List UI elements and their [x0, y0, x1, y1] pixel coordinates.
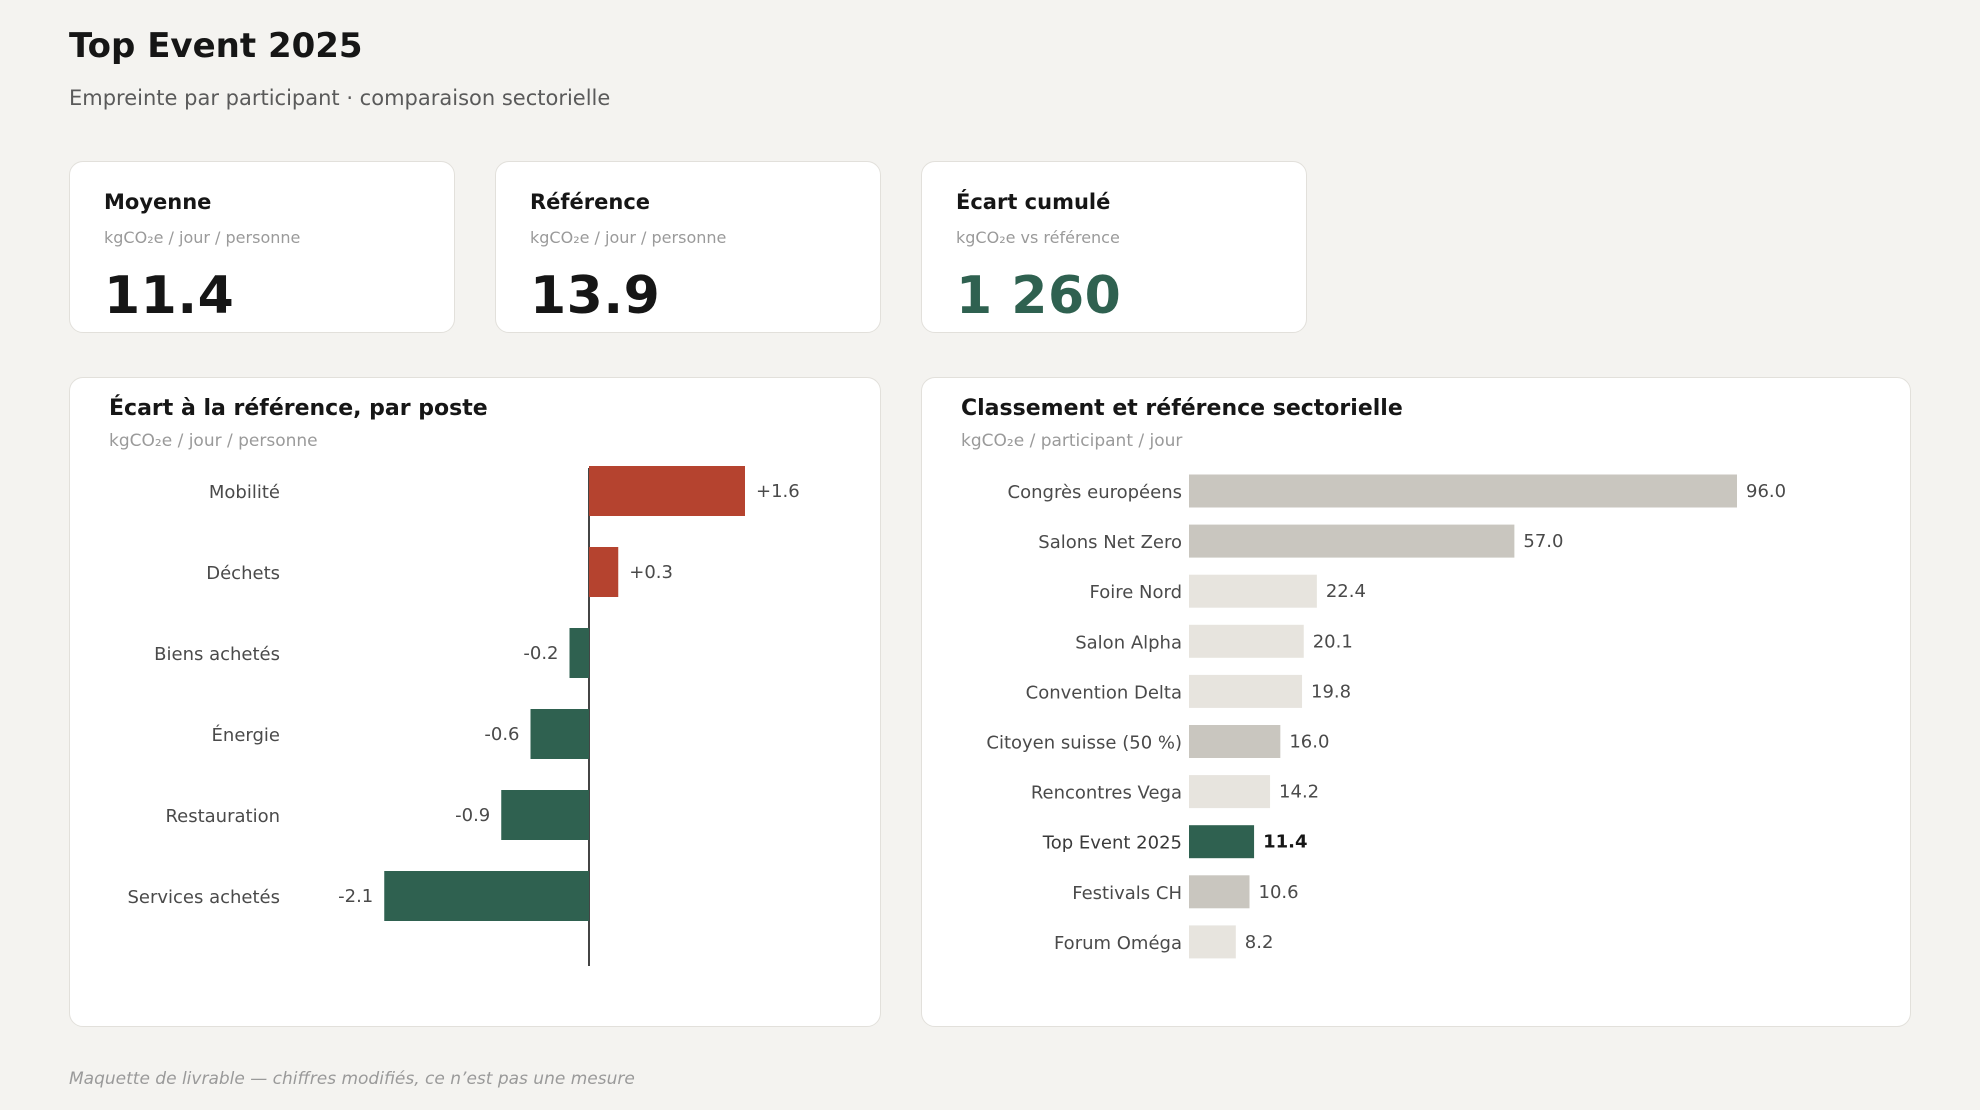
kpi-title: Écart cumulé: [956, 190, 1111, 214]
kpi-title: Référence: [530, 190, 651, 214]
ranking-bar-chart: Congrès européens 96.0 Salons Net Zero 57.0…: [986, 474, 1786, 959]
category-label: Forum Oméga: [1054, 933, 1182, 954]
footer-note: Maquette de livrable — chiffres modifiés…: [69, 1069, 635, 1089]
bar-0: [1189, 474, 1737, 508]
value-label: 11.4: [1263, 832, 1307, 853]
value-label: -0.6: [484, 724, 519, 745]
bar-5: [384, 871, 589, 921]
value-label: 96.0: [1746, 481, 1786, 502]
kpi-card-cumulative-gap: Écart cumulé kgCO₂e vs référence 1 260: [921, 161, 1307, 333]
chart-title: Écart à la référence, par poste: [109, 396, 488, 421]
bar-4: [1189, 674, 1303, 708]
value-label: 20.1: [1313, 631, 1353, 652]
bar-3: [530, 709, 589, 759]
category-label: Salon Alpha: [1075, 632, 1182, 653]
value-label: 22.4: [1326, 581, 1366, 602]
category-label: Congrès européens: [1008, 482, 1182, 503]
bar-2: [1189, 574, 1317, 608]
bar-3: [1189, 624, 1304, 658]
category-label: Convention Delta: [1026, 682, 1182, 703]
category-label: Foire Nord: [1089, 582, 1182, 603]
value-label: 8.2: [1245, 932, 1274, 953]
kpi-card-reference: Référence kgCO₂e / jour / personne 13.9: [495, 161, 881, 333]
category-label: Top Event 2025: [1042, 833, 1182, 854]
category-label: Biens achetés: [154, 644, 280, 665]
category-label: Services achetés: [127, 887, 280, 908]
chart-title: Classement et référence sectorielle: [961, 396, 1403, 421]
value-label: -0.9: [455, 805, 490, 826]
kpi-value: 11.4: [104, 266, 235, 326]
bar-2: [569, 628, 589, 678]
bar-7: [1189, 825, 1255, 859]
kpi-value: 1 260: [956, 266, 1122, 326]
bar-5: [1189, 725, 1281, 758]
page-title: Top Event 2025: [69, 26, 363, 66]
kpi-unit: kgCO₂e vs référence: [956, 228, 1120, 247]
kpi-value: 13.9: [530, 266, 661, 326]
category-label: Festivals CH: [1072, 883, 1182, 904]
ranking-panel: Classement et référence sectorielle kgCO…: [921, 377, 1911, 1027]
page-subtitle: Empreinte par participant · comparaison …: [69, 86, 611, 110]
bar-8: [1189, 875, 1250, 909]
category-label: Énergie: [212, 724, 280, 746]
kpi-title: Moyenne: [104, 190, 212, 214]
kpi-card-average: Moyenne kgCO₂e / jour / personne 11.4: [69, 161, 455, 333]
kpi-unit: kgCO₂e / jour / personne: [104, 228, 301, 247]
value-label: 10.6: [1259, 882, 1299, 903]
value-label: -2.1: [338, 886, 373, 907]
category-label: Rencontres Vega: [1031, 783, 1182, 804]
value-label: -0.2: [523, 643, 558, 664]
bar-9: [1189, 925, 1236, 959]
value-label: 14.2: [1279, 782, 1319, 803]
value-label: 57.0: [1523, 531, 1563, 552]
chart-unit: kgCO₂e / participant / jour: [961, 431, 1183, 451]
category-label: Restauration: [165, 806, 280, 827]
kpi-unit: kgCO₂e / jour / personne: [530, 228, 727, 247]
gap-by-category-panel: Écart à la référence, par poste kgCO₂e /…: [69, 377, 881, 1027]
value-label: +1.6: [756, 481, 800, 502]
diverging-bar-chart: Mobilité +1.6 Déchets +0.3 Biens achetés -0.2…: [127, 466, 800, 966]
bar-0: [589, 466, 745, 516]
bar-1: [589, 547, 619, 597]
value-label: 19.8: [1311, 681, 1351, 702]
value-label: +0.3: [629, 562, 673, 583]
category-label: Salons Net Zero: [1038, 532, 1182, 553]
bar-1: [1189, 524, 1515, 558]
bar-6: [1189, 775, 1271, 809]
category-label: Citoyen suisse (50 %): [986, 733, 1182, 754]
bar-4: [501, 790, 589, 840]
category-label: Mobilité: [209, 482, 280, 503]
value-label: 16.0: [1289, 732, 1329, 753]
chart-unit: kgCO₂e / jour / personne: [109, 431, 318, 451]
category-label: Déchets: [206, 563, 280, 584]
